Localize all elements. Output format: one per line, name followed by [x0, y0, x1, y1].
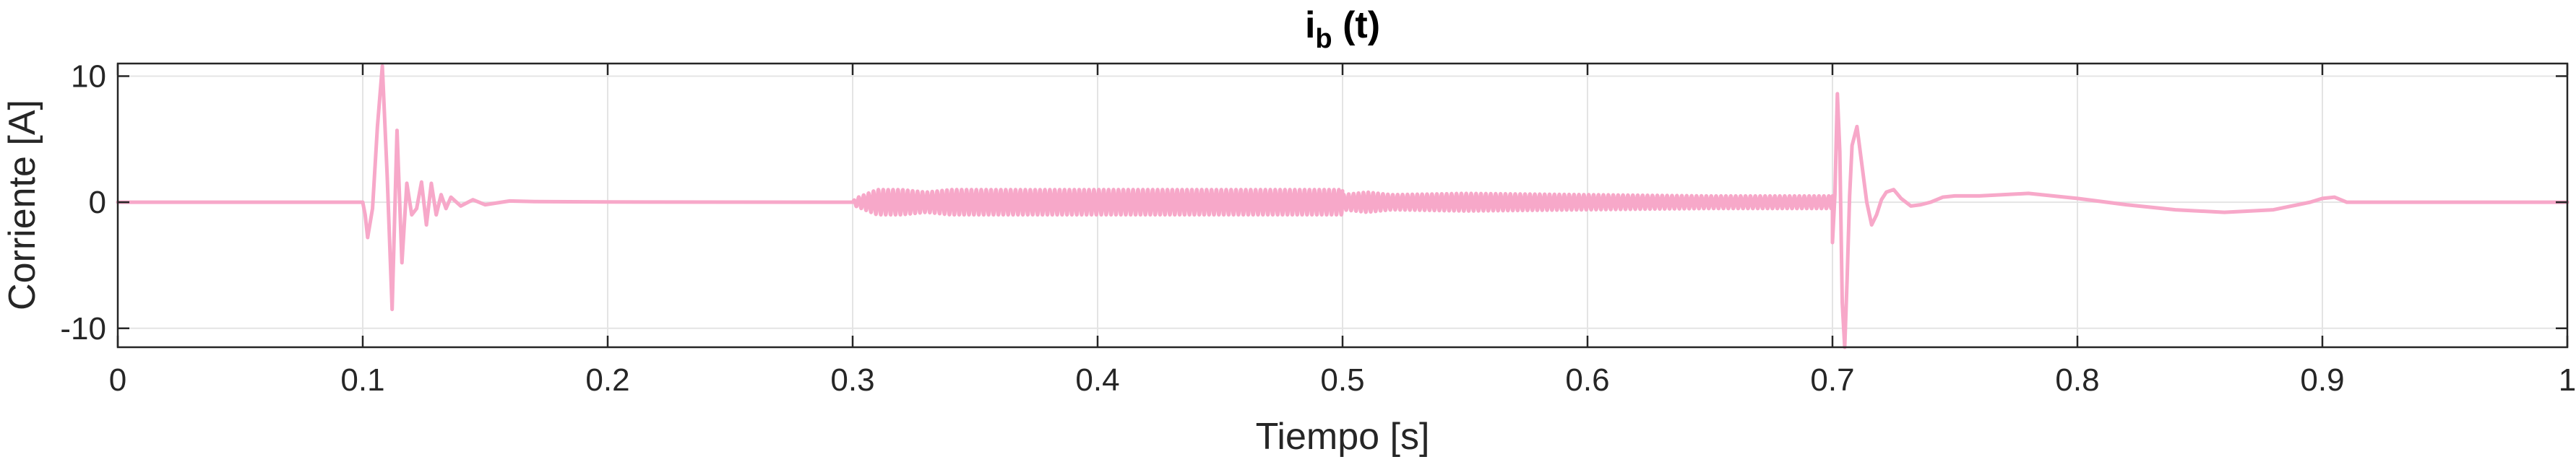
chart-title-base: i [1305, 4, 1315, 46]
x-tick-label: 0.2 [585, 362, 629, 398]
axis-ticks [116, 64, 2569, 347]
x-tick-label: 0.3 [830, 362, 874, 398]
x-tick-label: 1 [2559, 362, 2576, 398]
x-tick-label: 0.4 [1075, 362, 1119, 398]
y-tick-label: 10 [71, 58, 106, 94]
x-tick-label: 0.7 [1810, 362, 1854, 398]
y-axis-label: Corriente [A] [1, 100, 43, 310]
x-tick-label: 0.6 [1565, 362, 1609, 398]
x-tick-label: 0 [109, 362, 126, 398]
chart-title: ib (t) [1305, 4, 1380, 54]
x-tick-label: 0.5 [1320, 362, 1364, 398]
y-tick-label: -10 [60, 311, 106, 346]
series-line [116, 64, 2569, 349]
x-tick-labels: 0 0.1 0.2 0.3 0.4 0.5 0.6 0.7 0.8 0.9 1 [109, 362, 2576, 398]
chart-title-subscript: b [1315, 24, 1332, 54]
x-tick-label: 0.9 [2300, 362, 2344, 398]
y-tick-label: 0 [89, 185, 106, 220]
x-axis-label: Tiempo [s] [1256, 416, 1430, 458]
chart-title-suffix: (t) [1332, 4, 1380, 46]
x-tick-label: 0.1 [340, 362, 384, 398]
x-tick-label: 0.8 [2055, 362, 2099, 398]
y-tick-labels: -10 0 10 [60, 58, 106, 346]
series-group [116, 64, 2569, 349]
